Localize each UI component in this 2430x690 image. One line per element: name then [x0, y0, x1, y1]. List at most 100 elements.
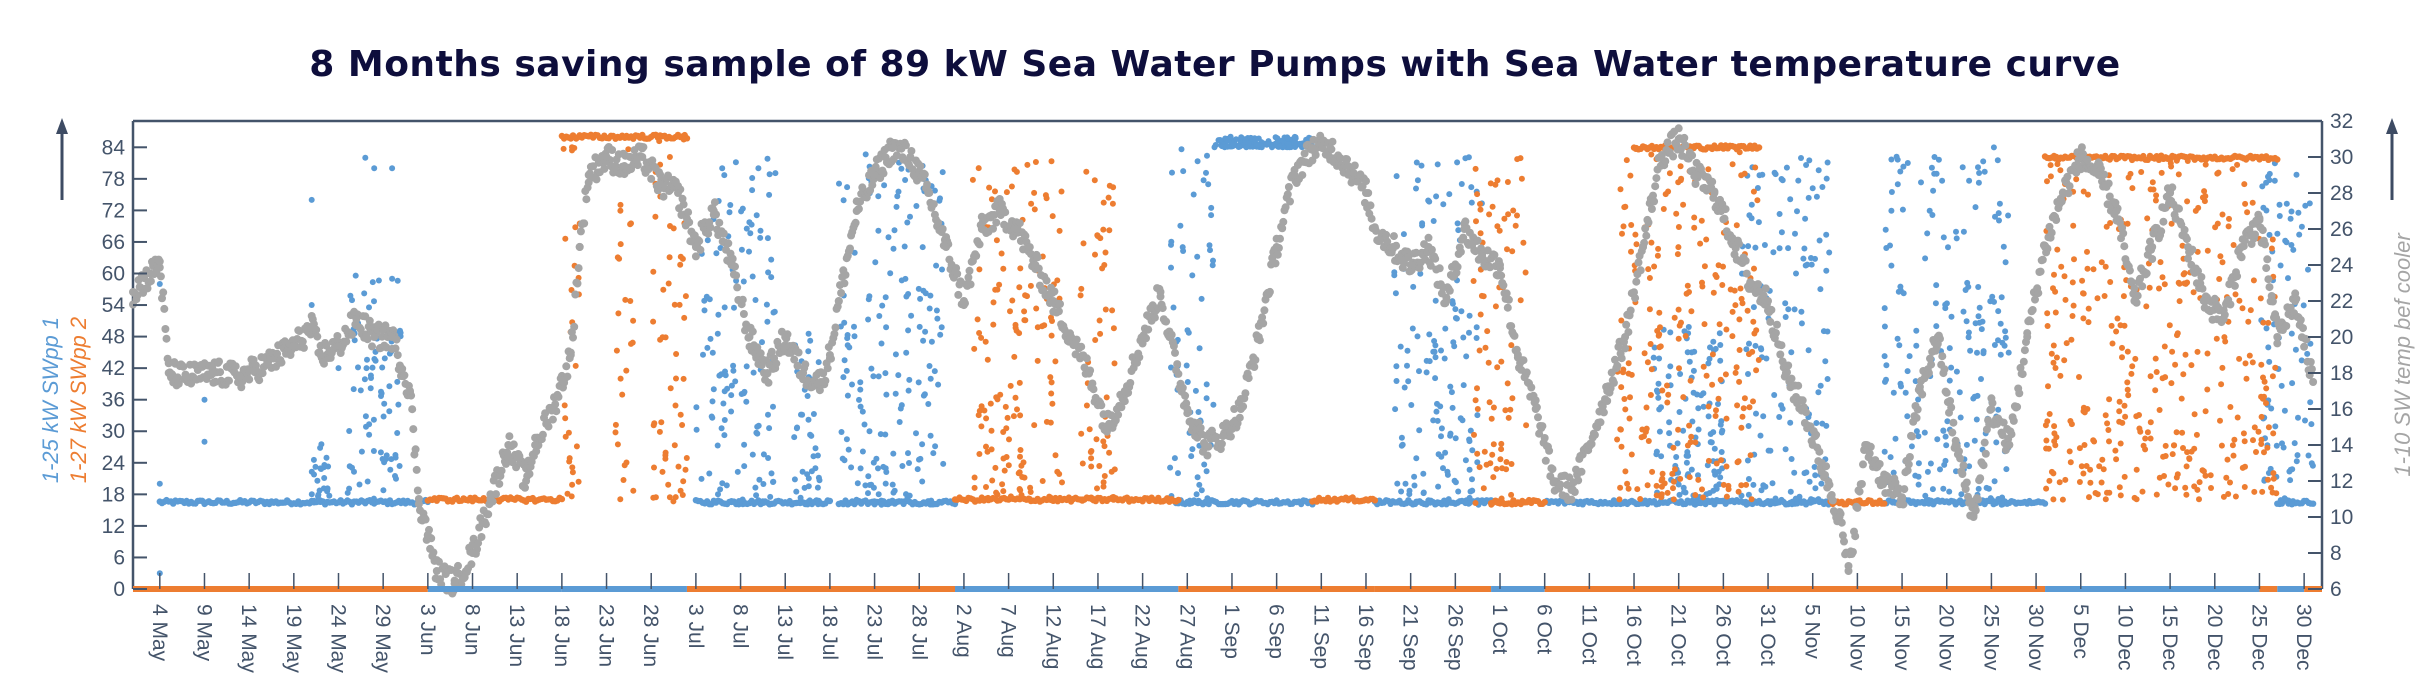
data-point	[1645, 266, 1652, 273]
data-point	[2047, 173, 2054, 180]
data-point	[1534, 413, 1542, 422]
data-point	[572, 224, 579, 231]
data-point	[2276, 201, 2283, 208]
data-point	[2241, 181, 2248, 188]
data-point	[379, 364, 386, 371]
data-point	[573, 135, 580, 142]
data-point	[1798, 308, 1805, 315]
data-point	[355, 364, 361, 371]
data-point	[728, 382, 735, 389]
data-point	[1440, 201, 1447, 208]
data-point	[1683, 459, 1690, 466]
data-point	[844, 184, 851, 191]
data-point	[1971, 393, 1978, 400]
data-point	[1366, 201, 1375, 210]
data-point	[1663, 138, 1672, 147]
data-point	[883, 469, 890, 475]
data-point	[2166, 322, 2173, 329]
data-point	[1939, 177, 1946, 184]
data-point	[369, 279, 376, 286]
data-point	[1178, 383, 1187, 392]
data-point	[2302, 417, 2308, 424]
data-point	[569, 333, 577, 342]
data-point	[671, 301, 678, 308]
data-point	[2182, 351, 2189, 358]
data-point	[2161, 281, 2168, 288]
data-point	[1114, 410, 1123, 419]
data-point	[1508, 491, 1515, 498]
data-point	[680, 136, 687, 143]
data-point	[1622, 406, 1629, 413]
data-point	[569, 481, 576, 488]
data-point	[1644, 218, 1653, 227]
data-point	[760, 481, 767, 487]
data-point	[1620, 223, 1627, 230]
data-point	[627, 298, 634, 304]
data-point	[1484, 328, 1491, 335]
data-point	[2121, 473, 2128, 480]
data-point	[1538, 422, 1547, 431]
data-point	[857, 386, 864, 393]
data-point	[2218, 381, 2225, 388]
data-point	[1169, 342, 1178, 350]
data-point	[1980, 350, 1987, 357]
data-point	[652, 213, 659, 220]
data-point	[612, 429, 619, 436]
data-point	[1458, 181, 1465, 187]
data-point	[801, 360, 810, 369]
data-point	[1480, 485, 1487, 492]
data-point	[2240, 430, 2247, 437]
data-point	[358, 497, 365, 504]
data-point	[1813, 420, 1820, 426]
data-point	[2005, 349, 2012, 356]
data-point	[1291, 143, 1298, 150]
data-point	[1991, 342, 1998, 348]
data-point	[562, 433, 569, 440]
data-point	[1192, 387, 1199, 394]
data-point	[2105, 427, 2112, 433]
data-point	[1937, 466, 1943, 473]
data-point	[382, 456, 389, 463]
data-point	[1945, 244, 1951, 251]
data-point	[2241, 438, 2248, 445]
data-point	[2084, 248, 2090, 255]
data-point	[1755, 144, 1763, 151]
data-point	[362, 154, 369, 161]
data-point	[1626, 415, 1633, 422]
data-point	[2162, 442, 2169, 449]
data-point	[714, 442, 721, 449]
data-point	[1434, 417, 1441, 424]
data-point	[1779, 177, 1786, 184]
data-point	[1481, 448, 1488, 455]
data-point	[1755, 357, 1762, 363]
data-point	[1710, 429, 1717, 436]
data-point	[1684, 349, 1691, 356]
data-point	[1188, 453, 1195, 460]
data-point	[344, 489, 351, 496]
data-point	[1466, 438, 1473, 445]
data-point	[2099, 456, 2106, 463]
data-point	[1265, 287, 1274, 296]
data-point	[2109, 340, 2116, 347]
data-point	[2156, 474, 2163, 481]
data-point	[2266, 231, 2273, 238]
data-point	[1474, 406, 1481, 412]
data-point	[934, 315, 941, 322]
data-point	[1225, 136, 1232, 143]
data-point	[1175, 470, 1181, 477]
data-point	[2056, 479, 2063, 486]
data-point	[1026, 495, 1033, 502]
data-point	[677, 261, 684, 268]
data-point	[1504, 380, 1511, 387]
data-point	[1433, 408, 1440, 415]
data-point	[849, 381, 855, 388]
data-point	[1433, 500, 1440, 507]
data-point	[1720, 214, 1729, 223]
data-point	[723, 482, 730, 489]
data-point	[2276, 213, 2283, 219]
data-point	[925, 401, 932, 407]
data-point	[1382, 230, 1391, 239]
data-point	[666, 254, 673, 261]
data-point	[1964, 279, 1971, 286]
data-point	[389, 165, 396, 172]
